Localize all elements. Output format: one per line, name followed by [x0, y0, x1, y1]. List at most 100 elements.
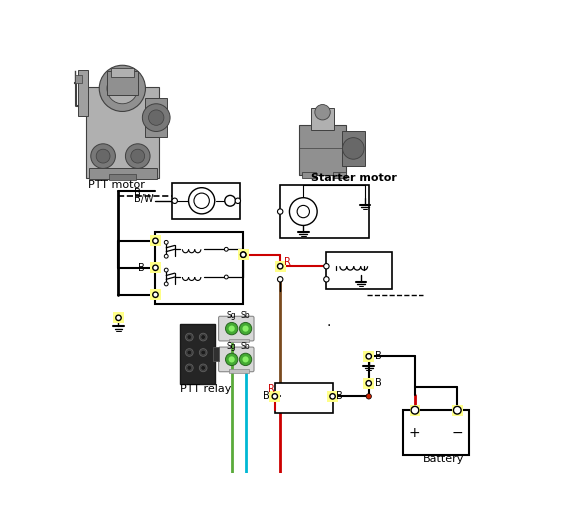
Bar [180, 324, 215, 384]
Circle shape [366, 393, 371, 399]
Text: B: B [375, 352, 382, 361]
Circle shape [185, 364, 193, 372]
Circle shape [96, 149, 110, 163]
Text: B/W: B/W [134, 194, 154, 204]
Circle shape [131, 149, 145, 163]
Circle shape [189, 187, 215, 214]
Bar [342, 132, 365, 166]
Circle shape [315, 105, 330, 120]
Circle shape [225, 275, 228, 279]
Circle shape [239, 353, 252, 365]
Circle shape [330, 393, 335, 399]
Circle shape [277, 277, 283, 282]
Text: Sb: Sb [240, 342, 250, 351]
Circle shape [194, 193, 209, 209]
Text: B: B [263, 391, 270, 401]
Text: ·: · [327, 319, 331, 332]
Text: PTT relay: PTT relay [180, 384, 231, 393]
Circle shape [164, 282, 168, 286]
Text: R: R [268, 384, 275, 395]
Bar [230, 370, 249, 373]
Bar [155, 232, 243, 304]
FancyBboxPatch shape [219, 347, 254, 372]
Bar [409, 405, 420, 416]
Text: Battery: Battery [422, 453, 464, 464]
Bar [113, 312, 124, 323]
Bar [238, 249, 248, 260]
Circle shape [324, 277, 329, 282]
Circle shape [240, 252, 246, 258]
Bar [452, 405, 463, 416]
Bar [150, 262, 161, 273]
Text: Starter motor: Starter motor [311, 173, 397, 183]
Bar [111, 67, 134, 77]
Circle shape [229, 326, 235, 332]
Circle shape [277, 263, 283, 269]
Bar [230, 339, 249, 342]
Circle shape [185, 349, 193, 356]
Bar [150, 235, 161, 246]
Circle shape [200, 349, 207, 356]
Circle shape [187, 350, 192, 355]
Circle shape [366, 354, 371, 359]
Bar [238, 249, 248, 260]
Text: −: − [451, 426, 463, 440]
Text: B: B [134, 188, 141, 198]
Circle shape [153, 238, 158, 244]
Bar [107, 72, 138, 95]
Bar [269, 391, 280, 402]
Circle shape [229, 356, 235, 363]
Circle shape [297, 205, 310, 218]
Text: PTT motor: PTT motor [88, 179, 145, 190]
Circle shape [125, 144, 150, 168]
Text: B: B [375, 378, 382, 388]
Text: Sb: Sb [240, 311, 250, 320]
Circle shape [225, 195, 235, 206]
Circle shape [164, 254, 168, 258]
Circle shape [91, 144, 116, 168]
Text: B: B [336, 391, 342, 401]
Text: R: R [284, 256, 291, 267]
Bar [327, 391, 338, 402]
Circle shape [116, 315, 121, 321]
Bar [327, 252, 392, 289]
Bar [150, 289, 161, 300]
Bar [78, 70, 88, 116]
Bar [302, 172, 316, 178]
Circle shape [149, 110, 164, 125]
Circle shape [324, 263, 329, 269]
Circle shape [187, 335, 192, 339]
Circle shape [240, 252, 246, 258]
Circle shape [454, 406, 461, 414]
Circle shape [243, 326, 248, 332]
Bar [363, 378, 374, 389]
Circle shape [99, 65, 146, 112]
Text: +: + [408, 426, 420, 440]
Circle shape [172, 198, 177, 203]
Circle shape [153, 292, 158, 297]
Circle shape [187, 365, 192, 370]
Bar [146, 98, 167, 137]
Bar [275, 261, 286, 272]
Bar [280, 185, 369, 238]
Circle shape [226, 353, 238, 365]
Text: Sg: Sg [226, 311, 236, 320]
Circle shape [164, 241, 168, 244]
Bar [363, 351, 374, 362]
Circle shape [412, 407, 418, 413]
Text: Sg: Sg [226, 342, 236, 351]
Circle shape [226, 322, 238, 335]
Circle shape [272, 393, 277, 399]
Bar [172, 183, 240, 219]
Bar [213, 347, 219, 361]
Circle shape [239, 322, 252, 335]
Bar [86, 87, 159, 178]
Bar [311, 108, 334, 130]
Bar [299, 125, 346, 175]
Circle shape [455, 407, 460, 413]
Circle shape [200, 333, 207, 341]
Circle shape [277, 209, 283, 214]
Circle shape [225, 247, 228, 251]
Circle shape [243, 356, 248, 363]
Circle shape [142, 104, 170, 132]
